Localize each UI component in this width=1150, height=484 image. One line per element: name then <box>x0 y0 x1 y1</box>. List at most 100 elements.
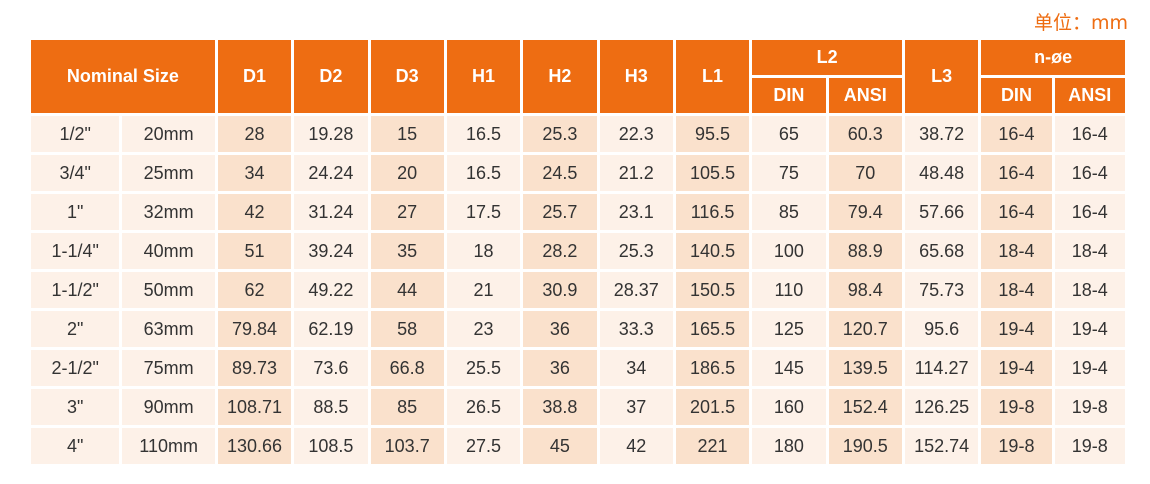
table-row: 1/2" 20mm 28 19.28 15 16.5 25.3 22.3 95.5 65 60.3 3… <box>31 116 1125 152</box>
col-header-l1: L1 <box>675 40 750 113</box>
cell-d1: 28 <box>217 116 292 152</box>
cell-l2-ansi: 98.4 <box>828 272 902 308</box>
cell-n-oe-din: 19-4 <box>981 311 1052 347</box>
cell-h3: 21.2 <box>599 155 673 191</box>
cell-n-oe-ansi: 16-4 <box>1054 116 1125 152</box>
cell-d2: 31.24 <box>294 194 368 230</box>
cell-n-oe-ansi: 18-4 <box>1054 272 1125 308</box>
cell-d2: 108.5 <box>294 428 368 464</box>
cell-l2-din: 125 <box>752 311 826 347</box>
cell-d3: 58 <box>370 311 444 347</box>
cell-l2-din: 145 <box>752 350 826 386</box>
cell-n-oe-din: 16-4 <box>981 194 1052 230</box>
table-row: 2-1/2" 75mm 89.73 73.6 66.8 25.5 36 34 186.5 145 1… <box>31 350 1125 386</box>
cell-nominal-inch: 4" <box>31 428 120 464</box>
table-row: 4" 110mm 130.66 108.5 103.7 27.5 45 42 221 180 190… <box>31 428 1125 464</box>
col-header-d1: D1 <box>217 40 292 113</box>
cell-h2: 25.3 <box>523 116 597 152</box>
col-header-l3: L3 <box>904 40 979 113</box>
cell-d2: 49.22 <box>294 272 368 308</box>
cell-d3: 20 <box>370 155 444 191</box>
cell-nominal-mm: 20mm <box>122 116 215 152</box>
cell-l2-ansi: 152.4 <box>828 389 902 425</box>
cell-d3: 85 <box>370 389 444 425</box>
col-header-h3: H3 <box>599 40 673 113</box>
cell-d2: 19.28 <box>294 116 368 152</box>
cell-l3: 48.48 <box>904 155 979 191</box>
cell-nominal-inch: 2-1/2" <box>31 350 120 386</box>
cell-l2-din: 110 <box>752 272 826 308</box>
cell-d1: 51 <box>217 233 292 269</box>
header-row-top: Nominal Size D1 D2 D3 H1 H2 H3 L1 L2 L3 … <box>31 40 1125 113</box>
dimensions-table: Nominal Size D1 D2 D3 H1 H2 H3 L1 L2 L3 … <box>28 37 1128 467</box>
cell-n-oe-ansi: 16-4 <box>1054 155 1125 191</box>
cell-h1: 27.5 <box>446 428 521 464</box>
cell-l2-ansi: 88.9 <box>828 233 902 269</box>
col-header-l2-ansi: ANSI <box>828 78 902 113</box>
cell-d1: 62 <box>217 272 292 308</box>
cell-l3: 75.73 <box>904 272 979 308</box>
cell-n-oe-ansi: 16-4 <box>1054 194 1125 230</box>
table-body: 1/2" 20mm 28 19.28 15 16.5 25.3 22.3 95.5 65 60.3 3… <box>31 116 1125 464</box>
cell-l1: 105.5 <box>675 155 750 191</box>
cell-l2-din: 180 <box>752 428 826 464</box>
table-row: 1" 32mm 42 31.24 27 17.5 25.7 23.1 116.5 85 79.4 57… <box>31 194 1125 230</box>
cell-nominal-mm: 32mm <box>122 194 215 230</box>
col-header-h1: H1 <box>446 40 521 113</box>
cell-h3: 34 <box>599 350 673 386</box>
cell-l3: 152.74 <box>904 428 979 464</box>
cell-l2-din: 85 <box>752 194 826 230</box>
cell-h1: 16.5 <box>446 116 521 152</box>
cell-nominal-inch: 1" <box>31 194 120 230</box>
cell-h2: 36 <box>523 350 597 386</box>
cell-n-oe-din: 19-4 <box>981 350 1052 386</box>
cell-l2-din: 75 <box>752 155 826 191</box>
table-row: 1-1/4" 40mm 51 39.24 35 18 28.2 25.3 140.5 100 88.… <box>31 233 1125 269</box>
cell-d3: 27 <box>370 194 444 230</box>
cell-h1: 16.5 <box>446 155 521 191</box>
cell-d1: 42 <box>217 194 292 230</box>
cell-n-oe-din: 18-4 <box>981 272 1052 308</box>
cell-h1: 21 <box>446 272 521 308</box>
cell-d1: 130.66 <box>217 428 292 464</box>
cell-n-oe-din: 16-4 <box>981 155 1052 191</box>
cell-h3: 25.3 <box>599 233 673 269</box>
cell-n-oe-din: 18-4 <box>981 233 1052 269</box>
cell-nominal-mm: 40mm <box>122 233 215 269</box>
cell-h3: 33.3 <box>599 311 673 347</box>
cell-h3: 37 <box>599 389 673 425</box>
col-header-n-oe-ansi: ANSI <box>1054 78 1125 113</box>
table-row: 3" 90mm 108.71 88.5 85 26.5 38.8 37 201.5 160 152.… <box>31 389 1125 425</box>
cell-l3: 65.68 <box>904 233 979 269</box>
col-header-nominal-size: Nominal Size <box>31 40 215 113</box>
cell-l2-din: 160 <box>752 389 826 425</box>
cell-nominal-inch: 1-1/2" <box>31 272 120 308</box>
cell-nominal-inch: 1/2" <box>31 116 120 152</box>
table-row: 3/4" 25mm 34 24.24 20 16.5 24.5 21.2 105.5 75 70 48… <box>31 155 1125 191</box>
cell-d3: 103.7 <box>370 428 444 464</box>
cell-nominal-inch: 1-1/4" <box>31 233 120 269</box>
cell-l1: 201.5 <box>675 389 750 425</box>
cell-nominal-mm: 50mm <box>122 272 215 308</box>
cell-l1: 140.5 <box>675 233 750 269</box>
cell-l3: 38.72 <box>904 116 979 152</box>
cell-h3: 23.1 <box>599 194 673 230</box>
col-header-n-oe-din: DIN <box>981 78 1052 113</box>
col-header-l2-din: DIN <box>752 78 826 113</box>
cell-l1: 221 <box>675 428 750 464</box>
cell-n-oe-ansi: 19-8 <box>1054 428 1125 464</box>
cell-d1: 79.84 <box>217 311 292 347</box>
cell-n-oe-din: 16-4 <box>981 116 1052 152</box>
cell-d1: 34 <box>217 155 292 191</box>
col-header-n-oe: n-øe <box>981 40 1125 75</box>
cell-h1: 26.5 <box>446 389 521 425</box>
cell-l2-ansi: 190.5 <box>828 428 902 464</box>
cell-l1: 116.5 <box>675 194 750 230</box>
cell-n-oe-ansi: 19-4 <box>1054 311 1125 347</box>
cell-d3: 66.8 <box>370 350 444 386</box>
cell-d3: 15 <box>370 116 444 152</box>
cell-nominal-inch: 2" <box>31 311 120 347</box>
cell-l2-din: 100 <box>752 233 826 269</box>
cell-d1: 108.71 <box>217 389 292 425</box>
cell-l3: 57.66 <box>904 194 979 230</box>
